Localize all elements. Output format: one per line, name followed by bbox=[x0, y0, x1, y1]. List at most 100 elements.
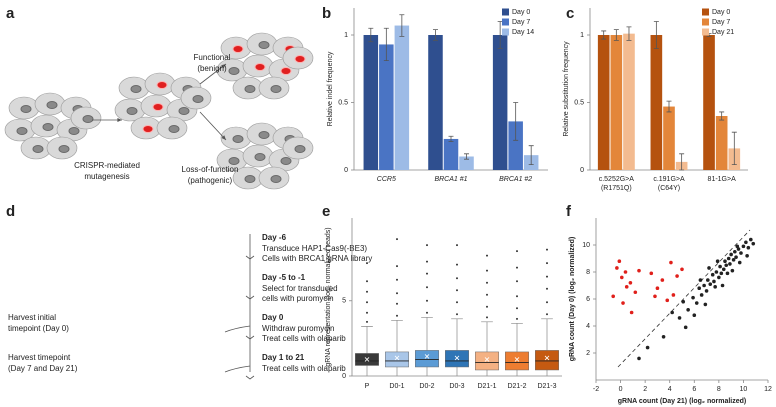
step-arrow bbox=[245, 255, 255, 260]
error-bar bbox=[368, 27, 374, 43]
error-bar bbox=[432, 29, 438, 41]
point bbox=[735, 244, 740, 249]
bar bbox=[492, 35, 508, 170]
mean-marker bbox=[544, 355, 550, 361]
outlier bbox=[456, 277, 458, 280]
step-text: Cells with BRCA1 gRNA library bbox=[262, 254, 372, 263]
x-tick-label: P bbox=[365, 383, 370, 390]
diagram-label: Functional bbox=[194, 53, 231, 62]
step-text: Treat cells with olaparib bbox=[262, 364, 346, 373]
panel-letter: b bbox=[322, 5, 331, 22]
diagram-label: (pathogenic) bbox=[188, 176, 233, 185]
y-tick-label: 5 bbox=[342, 298, 346, 305]
x-tick-label: D21-3 bbox=[537, 383, 556, 390]
error-bar bbox=[448, 135, 454, 143]
step-day: Day 1 to 21 bbox=[262, 353, 305, 362]
point bbox=[661, 335, 666, 339]
x-tick-label: -2 bbox=[593, 386, 599, 393]
outlier bbox=[426, 244, 428, 247]
arrow-head bbox=[221, 64, 226, 69]
y-tick-label: 10 bbox=[582, 242, 590, 249]
error-bar bbox=[528, 145, 534, 165]
x-tick-label: BRCA1 #1 bbox=[434, 176, 467, 183]
outlier bbox=[486, 305, 488, 308]
nucleus bbox=[32, 145, 44, 153]
outlier bbox=[396, 302, 398, 305]
point bbox=[670, 310, 674, 315]
diagram-label: (benign) bbox=[197, 64, 227, 73]
point bbox=[718, 264, 722, 269]
outlier bbox=[516, 280, 518, 283]
legend-swatch bbox=[502, 8, 509, 16]
point bbox=[617, 259, 622, 264]
arrow-head bbox=[221, 135, 226, 140]
y-tick-label: 0 bbox=[580, 167, 584, 174]
arrow bbox=[199, 111, 227, 141]
outlier bbox=[396, 278, 398, 281]
bar bbox=[650, 35, 663, 170]
outlier bbox=[546, 248, 548, 251]
outlier bbox=[516, 266, 518, 269]
step-day: Day -6 bbox=[262, 233, 287, 242]
nucleus bbox=[228, 157, 240, 165]
nucleus bbox=[232, 45, 244, 53]
error-bar bbox=[613, 29, 619, 41]
point bbox=[733, 249, 737, 254]
bar bbox=[715, 116, 728, 170]
point bbox=[623, 270, 628, 274]
outlier bbox=[426, 272, 428, 275]
x-tick-label: 10 bbox=[740, 386, 748, 393]
nucleus bbox=[294, 55, 306, 63]
point bbox=[710, 272, 715, 277]
x-axis-label: gRNA count (Day 21) (log₂ normalized) bbox=[618, 398, 746, 405]
point bbox=[741, 244, 746, 249]
point bbox=[739, 251, 743, 255]
error-bar bbox=[383, 27, 389, 62]
outlier bbox=[426, 260, 428, 263]
outlier bbox=[546, 287, 548, 290]
outlier bbox=[456, 313, 458, 316]
point bbox=[665, 298, 670, 303]
mean-marker bbox=[484, 357, 490, 362]
step-arrow bbox=[245, 335, 255, 340]
point bbox=[715, 259, 720, 264]
point bbox=[702, 283, 706, 288]
point bbox=[725, 271, 730, 276]
x-tick-label: D21-1 bbox=[477, 383, 496, 390]
nucleus bbox=[280, 67, 292, 75]
point bbox=[699, 293, 704, 297]
point bbox=[692, 313, 697, 318]
legend-swatch bbox=[502, 28, 509, 36]
mean-marker bbox=[364, 357, 370, 362]
x-tick-label: 81-1G>A bbox=[708, 176, 737, 183]
y-tick-label: 0.5 bbox=[338, 99, 348, 106]
point bbox=[628, 281, 633, 285]
nucleus bbox=[16, 127, 28, 135]
nucleus bbox=[58, 145, 70, 153]
outlier bbox=[546, 262, 548, 265]
x-tick-label: 4 bbox=[668, 386, 672, 393]
y-tick-label: 2 bbox=[586, 350, 590, 357]
x-tick-label: 8 bbox=[717, 386, 721, 393]
outlier bbox=[546, 301, 548, 304]
diagram-label: CRISPR-mediated bbox=[74, 161, 140, 170]
point bbox=[653, 294, 657, 299]
y-axis-label: gRNA representation (log₂ normalized rea… bbox=[325, 227, 332, 366]
point bbox=[637, 268, 641, 273]
error-bar bbox=[679, 153, 685, 171]
nucleus bbox=[258, 41, 270, 49]
point bbox=[744, 240, 748, 245]
point bbox=[698, 278, 703, 282]
outlier bbox=[426, 311, 428, 314]
outlier bbox=[486, 281, 488, 284]
x-tick-label: 12 bbox=[764, 386, 772, 393]
x-tick-note: (C64Y) bbox=[658, 185, 680, 192]
nucleus bbox=[126, 107, 138, 115]
nucleus bbox=[46, 101, 58, 109]
point bbox=[724, 263, 729, 268]
box bbox=[415, 350, 439, 368]
point bbox=[708, 282, 713, 286]
x-tick-label: 6 bbox=[692, 386, 696, 393]
y-tick-label: 4 bbox=[586, 323, 590, 330]
